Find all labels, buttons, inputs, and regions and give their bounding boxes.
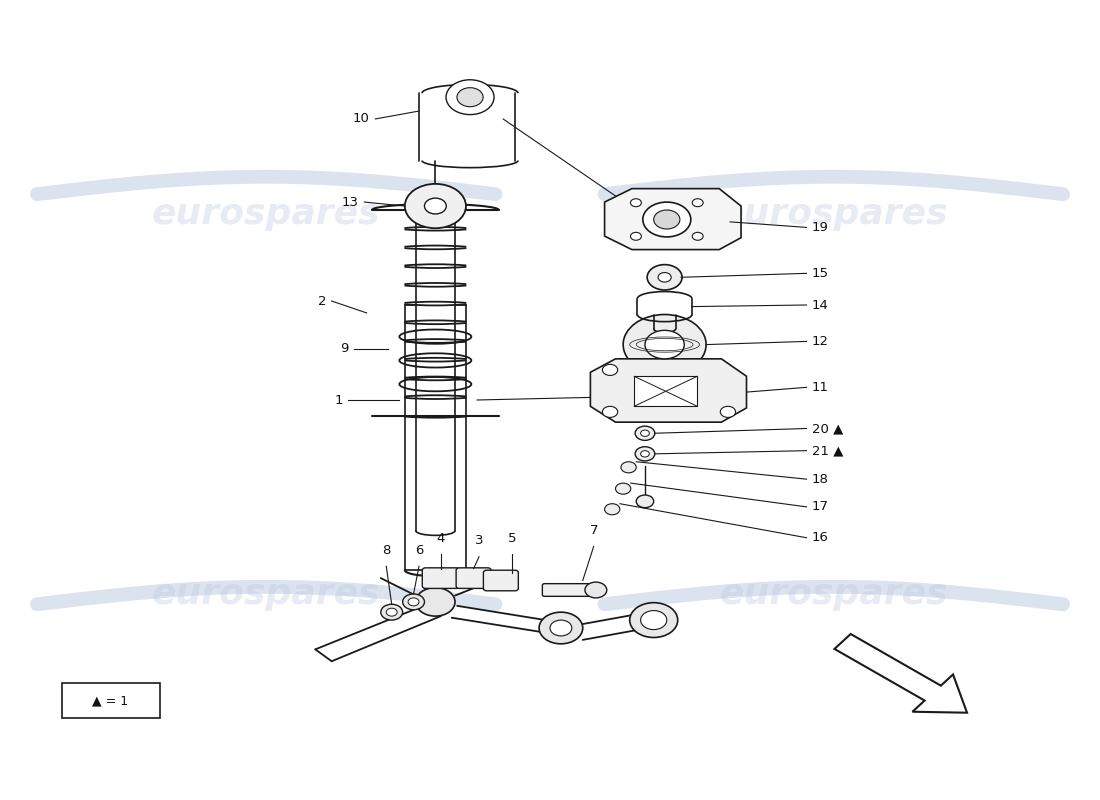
Text: 15: 15 <box>812 267 829 280</box>
Text: 11: 11 <box>812 381 829 394</box>
Circle shape <box>692 232 703 240</box>
Circle shape <box>645 330 684 359</box>
Circle shape <box>605 504 620 514</box>
Circle shape <box>629 602 678 638</box>
Polygon shape <box>591 359 747 422</box>
Text: 2: 2 <box>318 294 327 307</box>
Text: 1: 1 <box>334 394 342 406</box>
Text: 19: 19 <box>812 221 829 234</box>
Text: 3: 3 <box>475 534 483 547</box>
Circle shape <box>386 608 397 616</box>
Circle shape <box>635 426 654 440</box>
Circle shape <box>658 273 671 282</box>
Text: 5: 5 <box>507 532 516 545</box>
Circle shape <box>642 202 691 237</box>
FancyBboxPatch shape <box>542 584 596 596</box>
Circle shape <box>720 406 736 418</box>
Text: 16: 16 <box>812 531 829 544</box>
Circle shape <box>623 314 706 374</box>
Circle shape <box>381 604 403 620</box>
Circle shape <box>692 198 703 206</box>
Circle shape <box>416 588 455 616</box>
Polygon shape <box>605 189 741 250</box>
Circle shape <box>640 610 667 630</box>
Text: 14: 14 <box>812 298 829 311</box>
Circle shape <box>630 198 641 206</box>
Text: 4: 4 <box>437 532 446 545</box>
Text: eurospares: eurospares <box>152 197 381 231</box>
Circle shape <box>539 612 583 644</box>
Circle shape <box>403 594 425 610</box>
Text: 6: 6 <box>415 544 424 557</box>
FancyBboxPatch shape <box>483 570 518 590</box>
Text: eurospares: eurospares <box>719 197 948 231</box>
Text: ▲ = 1: ▲ = 1 <box>92 694 128 707</box>
Circle shape <box>616 483 630 494</box>
Text: 21 ▲: 21 ▲ <box>812 444 844 457</box>
Circle shape <box>640 430 649 437</box>
Circle shape <box>405 184 466 228</box>
Polygon shape <box>835 634 967 713</box>
Circle shape <box>647 265 682 290</box>
Text: 9: 9 <box>340 342 348 355</box>
Circle shape <box>408 598 419 606</box>
Text: 7: 7 <box>590 524 598 537</box>
Text: 17: 17 <box>812 500 829 514</box>
Circle shape <box>603 364 618 375</box>
FancyBboxPatch shape <box>422 568 460 589</box>
Circle shape <box>621 462 636 473</box>
Text: 18: 18 <box>812 473 829 486</box>
Text: 8: 8 <box>382 544 390 557</box>
Bar <box>62 683 161 718</box>
Circle shape <box>635 446 654 461</box>
Text: 10: 10 <box>353 113 370 126</box>
Text: eurospares: eurospares <box>152 577 381 611</box>
Circle shape <box>585 582 607 598</box>
Text: 13: 13 <box>342 195 359 209</box>
Circle shape <box>653 210 680 229</box>
Circle shape <box>636 495 653 508</box>
Circle shape <box>630 232 641 240</box>
Polygon shape <box>634 376 697 406</box>
Circle shape <box>550 620 572 636</box>
Circle shape <box>640 450 649 457</box>
Circle shape <box>456 88 483 106</box>
Circle shape <box>603 406 618 418</box>
Text: 12: 12 <box>812 335 829 348</box>
FancyBboxPatch shape <box>456 568 491 589</box>
Circle shape <box>446 80 494 114</box>
Circle shape <box>425 198 447 214</box>
Text: 20 ▲: 20 ▲ <box>812 422 844 435</box>
Text: eurospares: eurospares <box>719 577 948 611</box>
